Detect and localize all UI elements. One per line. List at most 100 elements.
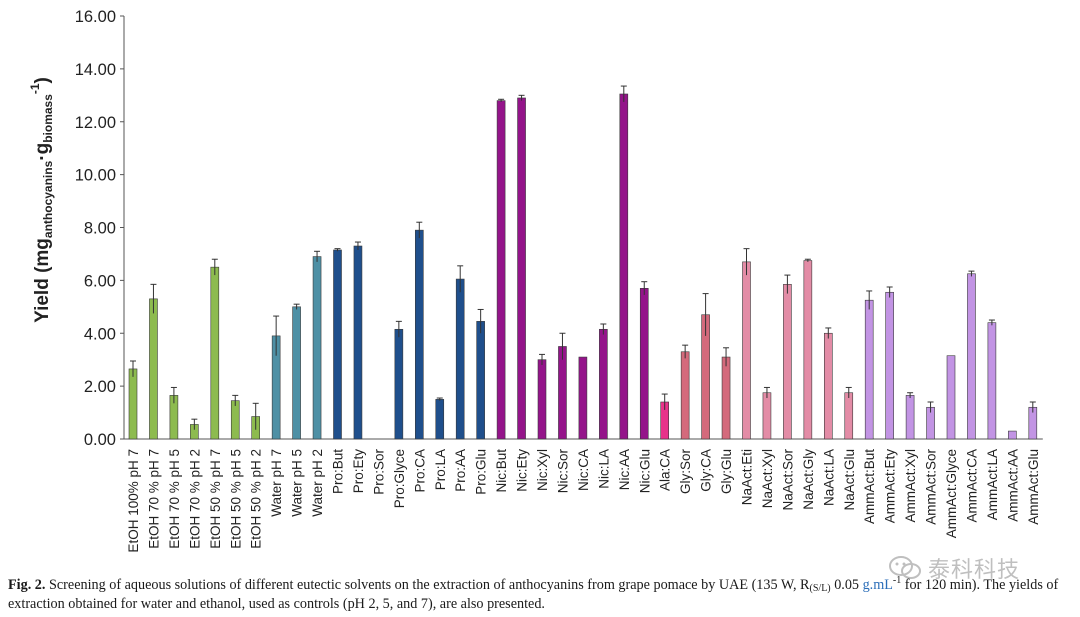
bar [905, 395, 915, 440]
x-tick-label: NaAct:Xyl [760, 449, 775, 508]
x-tick-labels: EtOH 100% pH 7 EtOH 70 % pH 7 EtOH 70 % pH… [126, 449, 1041, 553]
bar [823, 332, 833, 440]
y-tick-label: 2.00 [84, 378, 116, 396]
bar [680, 351, 690, 440]
x-tick-label: EtOH 50 % pH 7 [208, 449, 223, 549]
x-tick-label: Gly:Sor [678, 449, 693, 495]
bar [946, 355, 956, 440]
x-tick-label: Pro:CA [412, 449, 427, 493]
bar [537, 359, 547, 440]
x-tick-label: AmmAct:Glu [1026, 449, 1041, 525]
x-tick-label: Nic:Xyl [535, 449, 550, 491]
bar [844, 392, 854, 440]
x-tick-label: AmmAct:Xyl [903, 449, 918, 523]
x-tick-label: Water pH 5 [290, 449, 305, 517]
bar-chart: Yield (mganthocyanins·gbiomass-1) 0.00 2.… [28, 8, 1043, 553]
x-tick-label: Nic:LA [596, 449, 611, 489]
bar [783, 284, 792, 440]
x-tick-label: EtOH 70 % pH 7 [146, 449, 161, 549]
caption-text-3: for 120 min). The yields of extraction o… [8, 577, 1059, 612]
bar [1008, 430, 1017, 440]
bar [496, 100, 506, 440]
bar [353, 245, 363, 440]
y-tick-label: 8.00 [84, 220, 116, 238]
bar [210, 266, 220, 440]
x-tick-label: NaAct:Sor [780, 449, 795, 511]
bar [455, 278, 465, 440]
y-tick-label: 16.00 [75, 8, 116, 26]
x-tick-label: Nic:AA [617, 449, 632, 490]
x-tick-label: Nic:Glu [637, 449, 652, 493]
x-tick-label: Pro:LA [433, 449, 448, 490]
x-tick-label: AmmAct:Sor [924, 449, 939, 525]
figure-caption: Fig. 2. Screening of aqueous solutions o… [8, 576, 1074, 614]
bar [414, 229, 424, 440]
bar [476, 321, 485, 440]
x-tick-label: Nic:Ety [515, 449, 530, 492]
x-tick-label: NaAct:Gly [801, 449, 816, 510]
bar [967, 273, 976, 440]
bar [128, 368, 138, 440]
x-tick-label: EtOH 50 % pH 2 [249, 449, 264, 549]
bars [128, 85, 1038, 440]
bar [639, 288, 649, 440]
x-tick-label: AmmAct:But [862, 449, 877, 524]
bar [435, 399, 445, 440]
bar [619, 93, 629, 440]
y-tick-label: 12.00 [75, 114, 116, 132]
caption-link[interactable]: g.mL [862, 577, 893, 593]
caption-subscript: (S/L) [809, 583, 831, 594]
x-tick-label: EtOH 50 % pH 5 [228, 449, 243, 549]
bar [885, 291, 894, 440]
svg-text:Yield (mganthocyanins·gbiomass: Yield (mganthocyanins·gbiomass-1) [28, 77, 55, 323]
x-tick-label: Pro:Glu [474, 449, 489, 495]
x-tick-label: Pro:But [331, 449, 346, 494]
x-tick-label: NaAct:LA [821, 449, 836, 506]
bar [742, 261, 751, 440]
x-tick-label: Gly:CA [699, 449, 714, 492]
x-tick-label: AmmAct:AA [1005, 449, 1020, 522]
bar [292, 306, 301, 440]
watermark-text: 泰科科技 [928, 558, 1021, 583]
bar [333, 249, 342, 440]
bar [312, 256, 322, 440]
caption-superscript: -1 [892, 575, 902, 586]
x-tick-label: Pro:Sor [371, 449, 386, 495]
bar [149, 298, 158, 440]
wechat-icon [889, 556, 921, 579]
x-tick-label: EtOH 70 % pH 2 [187, 449, 202, 549]
x-tick-label: EtOH 100% pH 7 [126, 449, 141, 553]
bar [721, 356, 731, 440]
y-tick-label: 4.00 [84, 325, 116, 343]
x-tick-label: AmmAct:LA [985, 449, 1000, 520]
x-tick-label: Pro:Glyce [392, 449, 407, 508]
watermark: 泰科科技 [888, 553, 1020, 583]
x-tick-label: NaAct:Eti [740, 449, 755, 505]
y-tick-label: 10.00 [75, 167, 116, 185]
bar [558, 346, 567, 440]
bar [599, 328, 608, 440]
y-tick-label: 0.00 [84, 431, 116, 449]
x-tick-label: Water pH 2 [310, 449, 325, 517]
x-tick-label: AmmAct:CA [964, 449, 979, 523]
x-tick-label: Nic:But [494, 449, 509, 493]
x-tick-label: Pro:AA [453, 449, 468, 492]
x-tick-label: Gly:Glu [719, 449, 734, 494]
x-tick-label: AmmAct:Glyce [944, 449, 959, 538]
bar [987, 322, 997, 440]
x-tick-label: NaAct:Glu [842, 449, 857, 511]
x-tick-label: AmmAct:Ety [883, 449, 898, 524]
x-tick-label: Pro:Ety [351, 449, 366, 494]
x-tick-label: Nic:CA [576, 449, 591, 491]
bar [578, 356, 588, 440]
y-axis-label: Yield (mganthocyanins·gbiomass-1) [28, 77, 55, 323]
x-tick-label: EtOH 70 % pH 5 [167, 449, 182, 549]
caption-text-1: Screening of aqueous solutions of differ… [45, 577, 810, 593]
x-tick-label: Water pH 7 [269, 449, 284, 517]
bar [864, 299, 874, 440]
caption-text-2: 0.05 [830, 577, 863, 593]
bar [230, 400, 240, 440]
bar [517, 97, 526, 440]
y-tick-label: 14.00 [75, 61, 116, 79]
